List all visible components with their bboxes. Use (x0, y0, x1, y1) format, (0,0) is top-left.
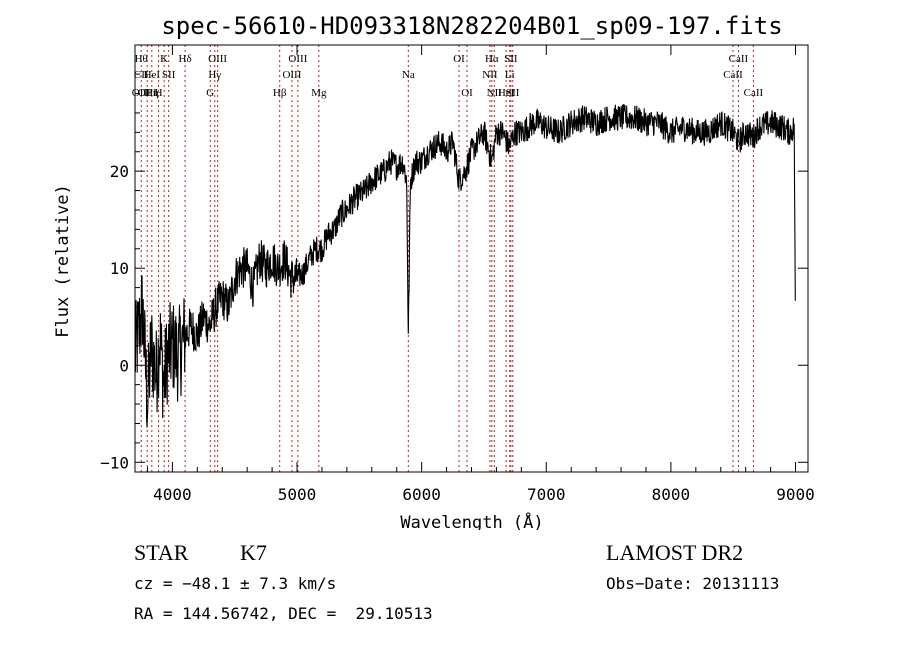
x-axis-ticks: 4000 5000 6000 7000 8000 9000 (146, 45, 815, 504)
line-label-3-2: H (155, 87, 163, 99)
line-label-21-1: Li (505, 69, 515, 81)
line-label-13-2: Mg (311, 87, 327, 99)
spectral-line-markers (140, 45, 754, 472)
line-label-0-2: OIII (132, 87, 151, 99)
line-label-2-2: Hη (145, 87, 159, 99)
line-label-25-0: CaII (729, 53, 749, 65)
line-label-15-0: OI (453, 53, 465, 65)
line-label-24-1: CaII (723, 69, 743, 81)
line-label-10-2: Hβ (273, 87, 287, 99)
object-class: STAR (134, 540, 189, 565)
y-tick-label-1: 0 (119, 356, 129, 375)
x-tick-label-2: 6000 (402, 485, 441, 504)
ra-dec-coordinates: RA = 144.56742, DEC = 29.10513 (134, 604, 433, 623)
y-tick-label-2: 10 (110, 259, 129, 278)
line-label-1-2: OIII (138, 87, 157, 99)
line-label-11-1: OIII (282, 69, 301, 81)
redshift-cz: cz = −48.1 ± 7.3 km/s (134, 574, 337, 593)
observation-date: Obs−Date: 20131113 (606, 574, 780, 593)
object-subclass: K7 (240, 540, 267, 565)
line-label-6-0: Hδ (179, 53, 192, 65)
line-label-20-2: HeI (498, 87, 515, 99)
line-label-4-0: K (160, 53, 168, 65)
chart-title: spec-56610-HD093318N282204B01_sp09-197.f… (161, 12, 782, 40)
x-tick-label-3: 7000 (527, 485, 566, 504)
x-tick-label-1: 5000 (278, 485, 317, 504)
line-label-8-1: Hγ (208, 69, 221, 81)
x-tick-label-5: 9000 (776, 485, 815, 504)
line-label-0-1: CII (134, 69, 149, 81)
line-label-0-0: Hθ (135, 53, 148, 65)
line-label-19-2: NII (487, 87, 503, 99)
survey-name: LAMOST DR2 (606, 540, 744, 565)
line-label-5-1: SII (162, 69, 176, 81)
line-label-2-1: HeI (144, 69, 161, 81)
line-label-7-2: G (206, 87, 214, 99)
line-label-14-1: Na (402, 69, 415, 81)
line-label-22-0: SII (504, 53, 518, 65)
line-label-9-0: OIII (208, 53, 227, 65)
line-label-12-0: OIII (288, 53, 307, 65)
y-tick-label-0: −10 (100, 453, 129, 472)
line-label-23-2: SII (506, 87, 520, 99)
y-axis-label: Flux (relative) (53, 184, 73, 338)
y-axis-ticks: −10 0 10 20 (100, 73, 808, 472)
line-label-18-0: Hα (485, 53, 499, 65)
line-label-26-2: CaII (744, 87, 764, 99)
spectrum-chart: spec-56610-HD093318N282204B01_sp09-197.f… (53, 12, 815, 530)
y-tick-label-3: 20 (110, 162, 129, 181)
line-label-17-1: NII (482, 69, 498, 81)
spectrum-series-line (134, 104, 796, 428)
x-tick-label-4: 8000 (652, 485, 691, 504)
spectral-line-labels: HθCIIOIIIOIIIHeIHηHKSIIHδGHγOIIIHβOIIIOI… (132, 53, 764, 99)
x-tick-label-0: 4000 (153, 485, 192, 504)
line-label-16-2: OI (461, 87, 473, 99)
x-axis-label: Wavelength (Å) (400, 511, 543, 530)
